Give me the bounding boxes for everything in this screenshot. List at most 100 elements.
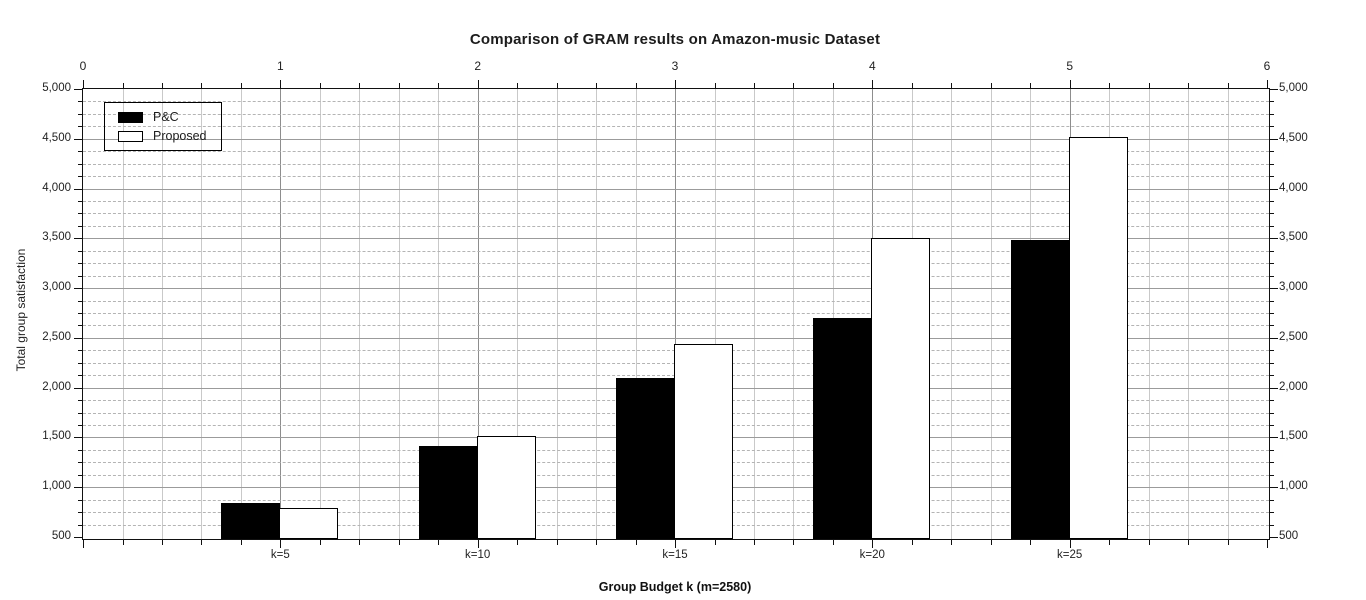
axis-tick — [74, 437, 83, 439]
gridline-vertical — [1188, 89, 1190, 539]
axis-tick — [1109, 539, 1111, 545]
axis-tick — [438, 539, 440, 545]
bar-proposed — [279, 508, 339, 539]
axis-tick — [714, 539, 716, 545]
axis-tick — [793, 83, 795, 89]
axis-tick — [83, 80, 84, 89]
axis-tick — [1269, 300, 1274, 302]
axis-tick — [1269, 537, 1278, 538]
gridline-vertical — [201, 89, 203, 539]
chart-title: Comparison of GRAM results on Amazon-mus… — [469, 31, 881, 48]
axis-tick — [517, 539, 519, 545]
axis-tick — [1269, 250, 1274, 252]
y-axis-tick-label-left: 4,500 — [42, 131, 71, 144]
y-axis-tick-label-left: 2,000 — [42, 380, 71, 393]
axis-tick — [517, 83, 519, 89]
legend-label: Proposed — [153, 129, 207, 143]
y-axis-title: Total group satisfaction — [14, 248, 28, 372]
axis-tick — [359, 83, 361, 89]
gridline-vertical — [990, 89, 992, 539]
axis-tick — [1030, 83, 1032, 89]
category-label: k=20 — [859, 549, 885, 561]
axis-tick — [1269, 325, 1274, 327]
y-axis-tick-label-left: 4,000 — [42, 181, 71, 194]
axis-tick — [675, 539, 676, 548]
axis-tick — [74, 188, 83, 190]
top-axis-tick-label: 5 — [1066, 59, 1074, 73]
axis-tick — [1269, 425, 1274, 426]
axis-tick — [1269, 449, 1274, 451]
axis-tick — [675, 80, 676, 89]
bar-p-c — [418, 446, 478, 539]
y-axis-tick-label-left: 500 — [51, 530, 71, 542]
axis-tick — [1269, 201, 1274, 202]
bar-proposed — [674, 343, 733, 539]
axis-tick — [78, 275, 83, 277]
axis-tick — [78, 201, 83, 202]
gridline-vertical — [635, 89, 637, 539]
axis-tick — [280, 539, 282, 548]
axis-tick — [714, 83, 716, 89]
gridline-vertical — [753, 89, 755, 539]
axis-tick — [596, 539, 598, 545]
axis-tick — [911, 539, 913, 545]
axis-tick — [1269, 474, 1274, 476]
axis-tick — [1269, 313, 1274, 314]
axis-tick — [78, 449, 83, 451]
axis-tick — [951, 83, 953, 89]
axis-tick — [1269, 437, 1278, 439]
top-axis-tick-label: 0 — [79, 59, 87, 73]
bar-p-c — [616, 377, 675, 539]
y-axis-tick-label-right: 4,500 — [1279, 131, 1308, 144]
y-axis-tick-label-left: 1,500 — [42, 430, 71, 443]
axis-tick — [1269, 188, 1278, 190]
axis-tick — [1188, 539, 1190, 545]
axis-tick — [1269, 225, 1274, 227]
top-axis-tick-label: 2 — [474, 59, 482, 73]
axis-tick — [477, 539, 479, 548]
axis-tick — [793, 539, 795, 545]
bar-proposed — [871, 238, 931, 539]
axis-tick — [78, 512, 83, 514]
gridline-horizontal — [83, 250, 1269, 252]
axis-tick — [280, 80, 282, 89]
axis-tick — [1269, 138, 1278, 140]
axis-tick — [74, 487, 83, 489]
gridline-horizontal — [83, 188, 1269, 190]
axis-tick — [74, 89, 83, 90]
axis-tick — [1269, 487, 1278, 489]
axis-tick — [753, 83, 755, 89]
axis-tick — [1269, 176, 1274, 178]
axis-tick — [83, 539, 84, 548]
gridline-vertical — [556, 89, 558, 539]
axis-tick — [359, 539, 361, 545]
axis-tick — [1267, 80, 1268, 89]
top-axis-tick-label: 3 — [671, 59, 679, 73]
gridline-vertical — [122, 89, 124, 539]
axis-tick — [753, 539, 755, 545]
axis-tick — [951, 539, 953, 545]
axis-tick — [78, 250, 83, 252]
axis-tick — [1269, 362, 1274, 364]
gridline-horizontal — [83, 163, 1269, 165]
axis-tick — [1030, 539, 1032, 545]
top-axis-tick-label: 4 — [868, 59, 876, 73]
axis-tick — [78, 113, 83, 115]
axis-tick — [78, 225, 83, 227]
gridline-horizontal — [83, 263, 1269, 265]
legend-item: Proposed — [118, 129, 207, 143]
y-axis-tick-label-right: 5,000 — [1279, 82, 1308, 94]
axis-tick — [1269, 375, 1274, 377]
y-axis-tick-label-right: 3,000 — [1279, 281, 1308, 294]
bar-p-c — [1010, 240, 1070, 539]
axis-tick — [78, 400, 83, 402]
axis-tick — [240, 539, 242, 545]
category-label: k=5 — [270, 549, 290, 561]
axis-tick — [635, 539, 637, 545]
axis-tick — [74, 537, 83, 538]
gridline-vertical — [793, 89, 795, 539]
axis-tick — [1269, 238, 1278, 240]
axis-tick — [78, 412, 83, 414]
gridline-vertical — [596, 89, 598, 539]
axis-tick — [78, 213, 83, 215]
